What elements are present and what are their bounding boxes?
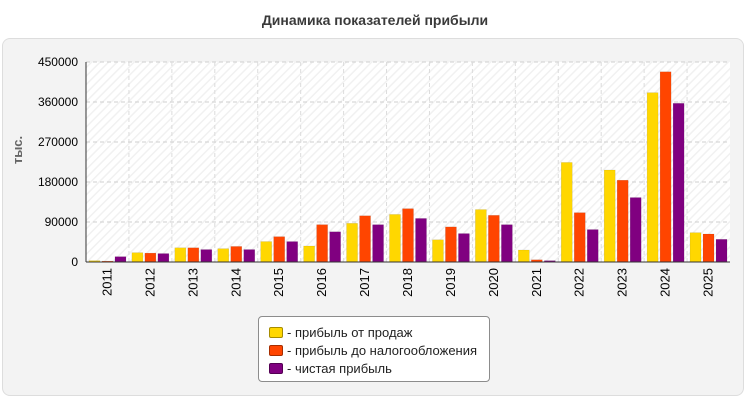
- bar-3-2016: [329, 231, 341, 263]
- bar-2-2016: [316, 224, 328, 263]
- bar-1-2024: [646, 92, 659, 263]
- x-tick-label: 2025: [701, 268, 716, 297]
- bar-1-2021: [518, 249, 530, 263]
- bar-2-2022: [573, 212, 586, 263]
- x-tick-label: 2012: [142, 268, 157, 297]
- y-tick-label: 90000: [45, 215, 79, 229]
- bar-3-2018: [415, 218, 427, 263]
- bar-2-2020: [488, 215, 500, 263]
- bar-2-2018: [402, 208, 414, 263]
- bar-2-2019: [445, 226, 457, 263]
- legend-label: - прибыль от продаж: [287, 324, 413, 340]
- legend-label: - прибыль до налогообложения: [287, 342, 478, 358]
- x-tick-label: 2024: [658, 268, 673, 297]
- bar-3-2019: [458, 233, 470, 263]
- bar-1-2015: [260, 241, 272, 263]
- bar-3-2013: [200, 249, 213, 263]
- y-tick-label: 270000: [38, 135, 78, 149]
- bar-1-2019: [432, 239, 444, 263]
- legend-item-3: - чистая прибыль: [269, 359, 489, 377]
- bar-3-2015: [286, 241, 298, 263]
- x-tick-label: 2016: [314, 268, 329, 297]
- bar-2-2023: [616, 179, 629, 263]
- legend-swatch: [269, 362, 283, 374]
- legend: - прибыль от продаж - прибыль до налогооб…: [258, 316, 490, 382]
- x-tick-label: 2023: [615, 268, 630, 297]
- bar-2-2015: [273, 236, 285, 263]
- bar-2-2017: [359, 215, 371, 263]
- x-tick-label: 2021: [529, 268, 544, 297]
- bar-1-2012: [131, 252, 144, 263]
- bar-3-2023: [629, 197, 642, 263]
- bar-2-2014: [230, 246, 243, 263]
- x-tick-label: 2017: [357, 268, 372, 297]
- bar-1-2016: [303, 245, 315, 263]
- bar-1-2025: [689, 232, 702, 263]
- chart-title: Динамика показателей прибыли: [261, 12, 489, 28]
- x-tick-label: 2022: [572, 268, 587, 297]
- bar-3-2022: [586, 229, 599, 263]
- bar-3-2025: [715, 239, 728, 263]
- x-tick-label: 2011: [99, 268, 114, 296]
- bar-3-2020: [501, 224, 513, 263]
- bar-1-2017: [346, 223, 358, 263]
- y-tick-label: 180000: [38, 175, 78, 189]
- bar-1-2022: [560, 162, 573, 263]
- bar-2-2024: [659, 71, 672, 263]
- x-tick-label: 2019: [443, 268, 458, 297]
- legend-swatch: [269, 344, 283, 356]
- bar-1-2018: [389, 214, 401, 263]
- bar-3-2024: [672, 103, 685, 263]
- bar-3-2014: [243, 249, 256, 263]
- legend-swatch: [269, 326, 283, 338]
- legend-item-2: - прибыль до налогообложения: [269, 341, 489, 359]
- y-tick-label: 0: [71, 255, 78, 269]
- x-tick-label: 2020: [486, 268, 501, 297]
- bar-3-2011: [114, 256, 127, 263]
- x-tick-label: 2013: [185, 268, 200, 297]
- bar-1-2020: [475, 209, 487, 263]
- y-axis-title: тыс.: [10, 136, 25, 164]
- bar-3-2017: [372, 224, 384, 263]
- bar-1-2013: [174, 247, 187, 263]
- x-tick-label: 2018: [400, 268, 415, 297]
- legend-label: - чистая прибыль: [287, 360, 392, 376]
- legend-item-1: - прибыль от продаж: [269, 323, 489, 341]
- bar-1-2023: [603, 169, 616, 263]
- bar-2-2012: [144, 252, 157, 263]
- bar-3-2012: [157, 253, 170, 263]
- bar-2-2013: [187, 247, 200, 263]
- bar-1-2014: [217, 248, 230, 263]
- y-tick-label: 450000: [38, 55, 78, 69]
- bar-2-2025: [702, 233, 715, 263]
- y-tick-label: 360000: [38, 95, 78, 109]
- x-tick-label: 2014: [228, 268, 243, 297]
- x-tick-label: 2015: [271, 268, 286, 297]
